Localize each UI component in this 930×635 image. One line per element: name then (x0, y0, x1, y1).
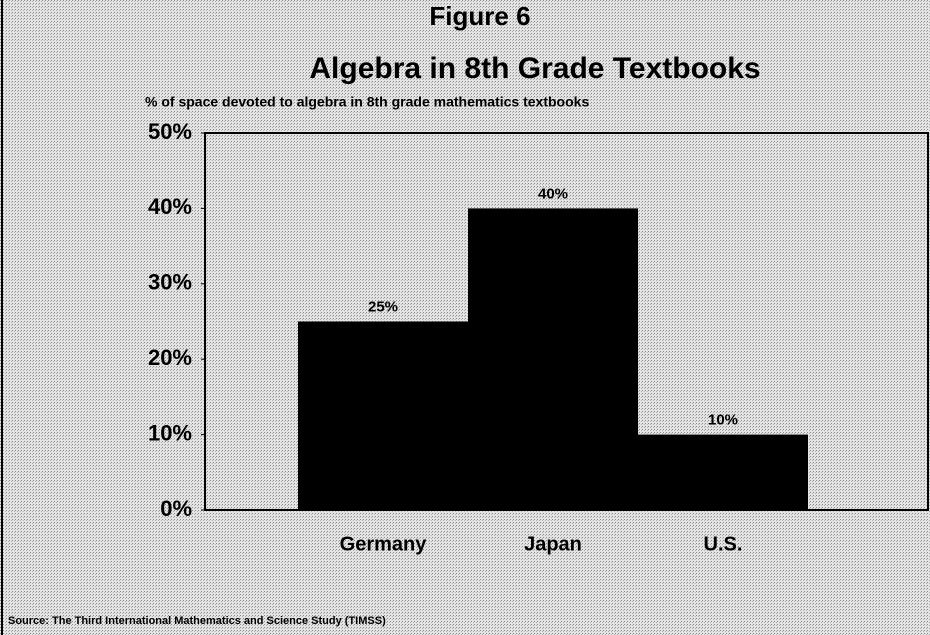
data-label: 40% (538, 185, 568, 202)
chart-title: Algebra in 8th Grade Textbooks (309, 52, 760, 85)
y-tick-label: 20% (148, 345, 192, 370)
data-label: 25% (368, 298, 398, 315)
bar (468, 208, 638, 510)
y-tick-label: 0% (160, 496, 192, 521)
figure-label: Figure 6 (429, 1, 530, 31)
y-tick-label: 30% (148, 270, 192, 295)
data-label: 10% (708, 412, 738, 429)
x-tick-label: U.S. (704, 533, 743, 555)
x-tick-label: Japan (524, 533, 582, 555)
y-tick-label: 10% (148, 420, 192, 445)
chart-subtitle: % of space devoted to algebra in 8th gra… (145, 94, 589, 110)
x-tick-label: Germany (340, 533, 428, 555)
source-note: Source: The Third International Mathemat… (8, 615, 386, 627)
y-tick-label: 40% (148, 194, 192, 219)
bar (638, 434, 808, 510)
y-tick-label: 50% (148, 119, 192, 144)
bar (298, 321, 468, 510)
